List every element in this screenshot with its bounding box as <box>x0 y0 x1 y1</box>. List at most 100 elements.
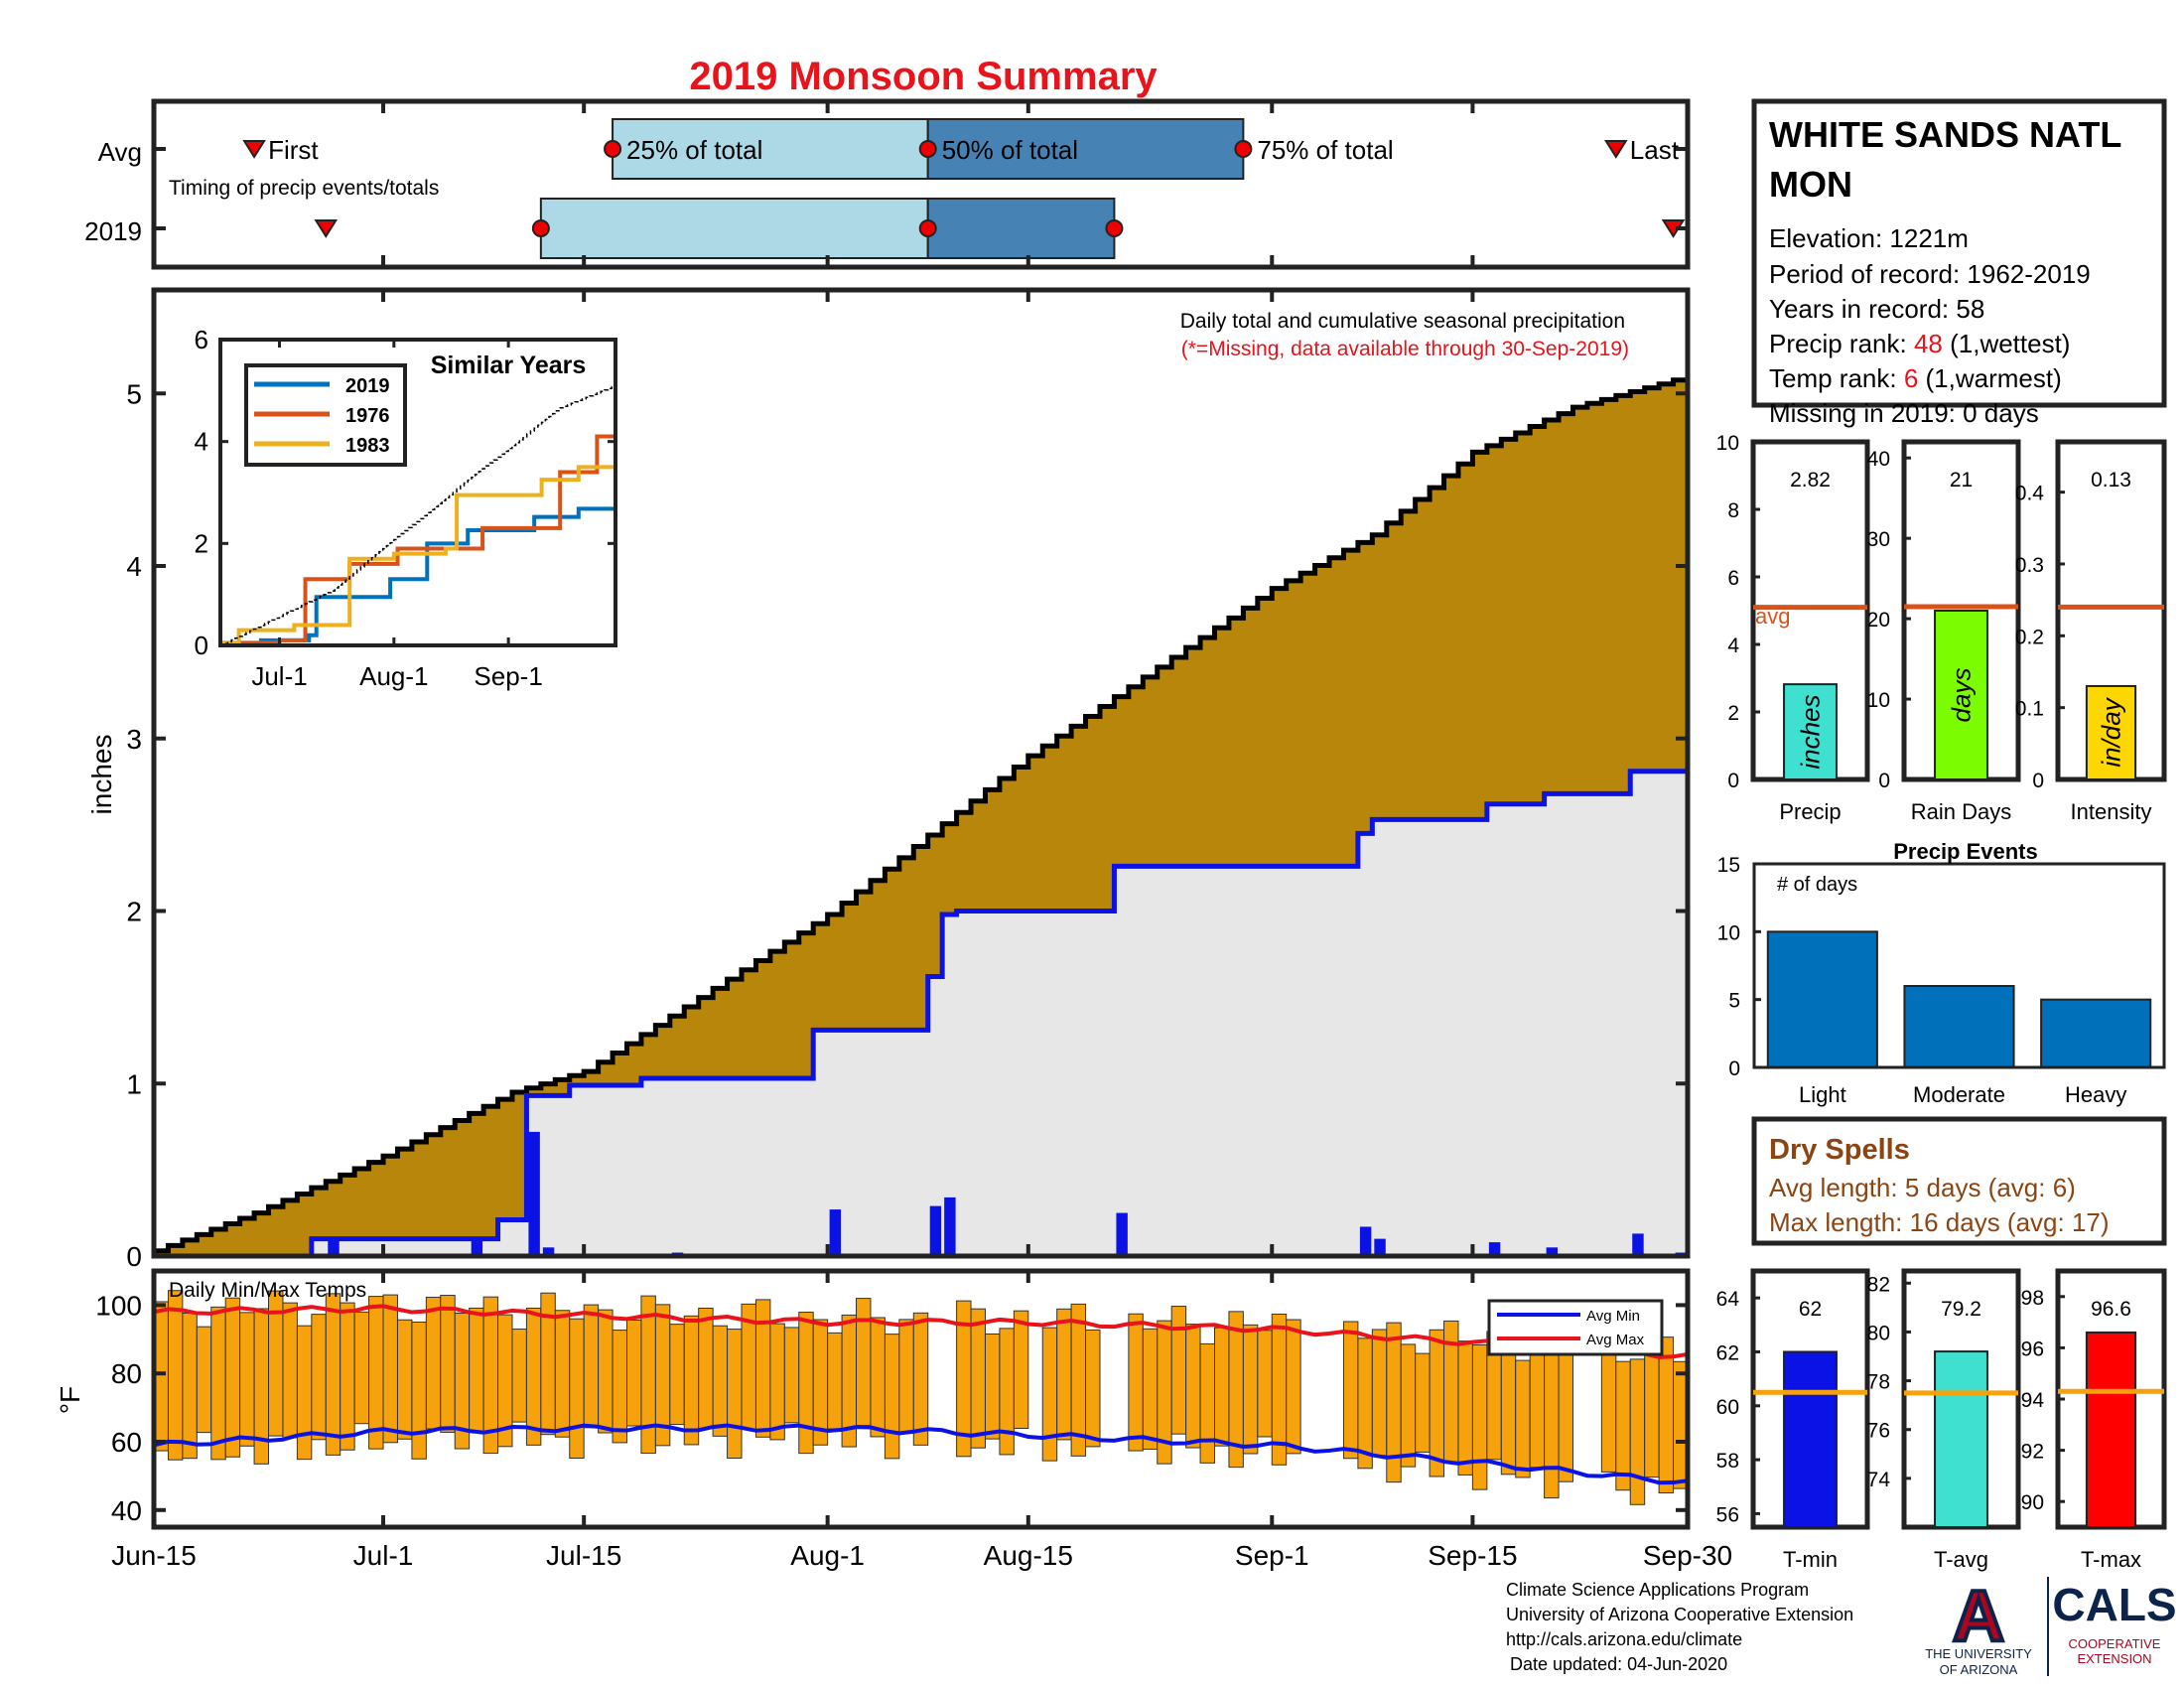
avg-cumulative-step-line <box>154 375 1691 1254</box>
daily-temp-range-bar <box>353 1311 370 1425</box>
daily-temp-range-bar <box>440 1295 456 1433</box>
x-tick-label: Jun-15 <box>111 1540 197 1571</box>
intensity-value-label: 0.13 <box>2091 469 2131 492</box>
intensity-y-tick-label: 0.4 <box>2015 483 2045 505</box>
station-info-frame <box>1751 98 2167 408</box>
q75-label: 75% of total <box>1257 135 1393 165</box>
precip-events-x-label: Light <box>1799 1082 1846 1107</box>
daily-temp-range-bar <box>210 1306 226 1461</box>
2019-quartile-marker <box>918 219 937 237</box>
footer-line-4: Date updated: 04-Jun-2020 <box>1510 1654 1727 1674</box>
years-in-record: Years in record: 58 <box>1769 294 1984 324</box>
daily-temp-range-bar <box>425 1296 442 1430</box>
daily-temp-range-bar <box>1471 1343 1488 1490</box>
precip-events-frame <box>1752 862 2166 1069</box>
temp-rank: Temp rank: 6 (1,warmest) <box>1769 363 2062 393</box>
daily-temp-range-bar <box>1658 1336 1675 1494</box>
dry-spells-avg-length: Avg length: 5 days (avg: 6) <box>1769 1173 2076 1202</box>
q50-label: 50% of total <box>942 135 1078 165</box>
main-annotation: Daily total and cumulative seasonal prec… <box>1180 310 1625 333</box>
t-min-panel: 62 56 58 60 62 64 T-min <box>1716 1268 1870 1572</box>
daily-temp-range-bar <box>1558 1338 1573 1482</box>
intensity-value-bar <box>2085 684 2137 781</box>
t-max-y-tick-label: 92 <box>2021 1441 2044 1464</box>
daily-temp-range-bar <box>525 1307 542 1446</box>
t-max-y-tick-label: 98 <box>2021 1287 2044 1310</box>
x-tick-label: Sep-1 <box>1235 1540 1309 1571</box>
t-min-y-tick-label: 56 <box>1716 1503 1739 1526</box>
logos: A THE UNIVERSITY OF ARIZONA CALS COOPERA… <box>1925 1575 2176 1677</box>
daily-temp-range-bar <box>884 1334 900 1460</box>
t-min-y-tick-label: 60 <box>1716 1396 1739 1419</box>
rain-days-unit-label: days <box>1947 668 1977 723</box>
daily-temp-range-bar <box>583 1304 600 1429</box>
daily-temp-range-bar <box>640 1295 656 1455</box>
daily-temp-range-bar <box>1357 1337 1373 1470</box>
intensity-y-tick-label: 0.2 <box>2015 626 2044 648</box>
precip-events-y-tick-label: 5 <box>1728 990 1740 1013</box>
daily-temp-range-bar <box>340 1302 355 1451</box>
daily-precip-bar <box>1374 1238 1386 1256</box>
inset-y-tick-label: 4 <box>195 427 208 457</box>
intensity-y-tick-label: 0 <box>2032 770 2044 792</box>
daily-temp-range-bar <box>469 1307 484 1432</box>
t-avg-y-tick-label: 78 <box>1867 1371 1890 1394</box>
t-avg-value-bar <box>1934 1350 1988 1528</box>
temp-y-axis-label: °F <box>55 1386 85 1414</box>
daily-temp-range-bar <box>1400 1343 1417 1468</box>
daily-temp-range-bar <box>1457 1340 1473 1476</box>
intensity-frame <box>2055 439 2167 782</box>
daily-temp-range-bar <box>598 1309 614 1434</box>
precip-events-bar-heavy <box>2040 998 2152 1069</box>
cals-text-2: EXTENSION <box>2077 1651 2151 1666</box>
timing-marks <box>154 118 1688 259</box>
t-min-x-label: T-min <box>1783 1547 1838 1572</box>
daily-temp-range-bar <box>224 1297 241 1458</box>
t-min-y-tick-label: 58 <box>1716 1450 1739 1473</box>
2019-quartile-marker <box>1105 219 1124 237</box>
2019-q25-q50-bar <box>539 198 929 259</box>
daily-temp-range-bar <box>196 1326 212 1434</box>
precip-y-tick-label: 10 <box>1716 432 1739 455</box>
daily-temp-range-bar <box>856 1298 872 1427</box>
t-max-panel: 96.6 90 92 94 96 98 T-max <box>2021 1268 2167 1572</box>
inset-line-1983 <box>220 465 615 645</box>
daily-precip-bar <box>471 1238 483 1256</box>
daily-precip-bar <box>1488 1242 1501 1256</box>
precip-events-chart: Precip Events # of days <box>1777 839 2038 896</box>
daily-temp-range-bar <box>1056 1308 1072 1441</box>
t-min-value-label: 62 <box>1799 1298 1822 1321</box>
t-avg-panel: 79.2 74 76 78 80 82 T-avg <box>1867 1268 2021 1572</box>
t-avg-y-tick-label: 76 <box>1867 1420 1890 1443</box>
main-y-tick-label: 5 <box>126 378 142 409</box>
inset-x-tick-label: Jul-1 <box>251 661 307 691</box>
precip-value-bar <box>1783 683 1838 780</box>
x-tick-label: Jul-1 <box>353 1540 414 1571</box>
t-max-value-label: 96.6 <box>2091 1298 2131 1321</box>
precip-main-chart: 0 1 2 3 4 5 inches Daily total and cumulative… <box>86 287 1691 1272</box>
rain-days-x-label: Rain Days <box>1911 799 2011 824</box>
daily-temp-range-bar <box>1342 1321 1359 1460</box>
daily-temp-range-bar <box>1242 1324 1259 1455</box>
daily-temp-range-bar <box>625 1319 642 1427</box>
t-avg-y-tick-label: 74 <box>1867 1469 1891 1491</box>
avg-max-temp-line <box>153 1304 1689 1359</box>
precip-x-label: Precip <box>1779 799 1841 824</box>
daily-temp-range-bar <box>1429 1329 1445 1477</box>
daily-temp-range-bar <box>1515 1359 1531 1478</box>
station-name-line-1: WHITE SANDS NATL <box>1769 114 2121 155</box>
daily-temp-range-bar <box>669 1324 685 1426</box>
station-name-line-2: MON <box>1769 164 1852 205</box>
inset-ticks: 0 2 4 6 Jul-1 Aug-1 Sep-1 <box>195 325 615 691</box>
daily-temp-range-bar <box>970 1308 986 1449</box>
precip-y-tick-label: 8 <box>1727 499 1739 522</box>
cals-text-1: COOPERATIVE <box>2069 1636 2161 1651</box>
daily-temp-range-bar <box>1371 1329 1388 1457</box>
precip-y-tick-label: 6 <box>1727 567 1739 590</box>
daily-temp-range-bar <box>411 1321 427 1460</box>
daily-temp-range-bar <box>1286 1319 1301 1455</box>
timing-row-label-avg: Avg <box>98 137 142 167</box>
t-avg-value-label: 79.2 <box>1941 1298 1981 1321</box>
t-max-y-tick-label: 96 <box>2021 1337 2044 1360</box>
daily-temp-range-bar <box>1170 1306 1187 1435</box>
